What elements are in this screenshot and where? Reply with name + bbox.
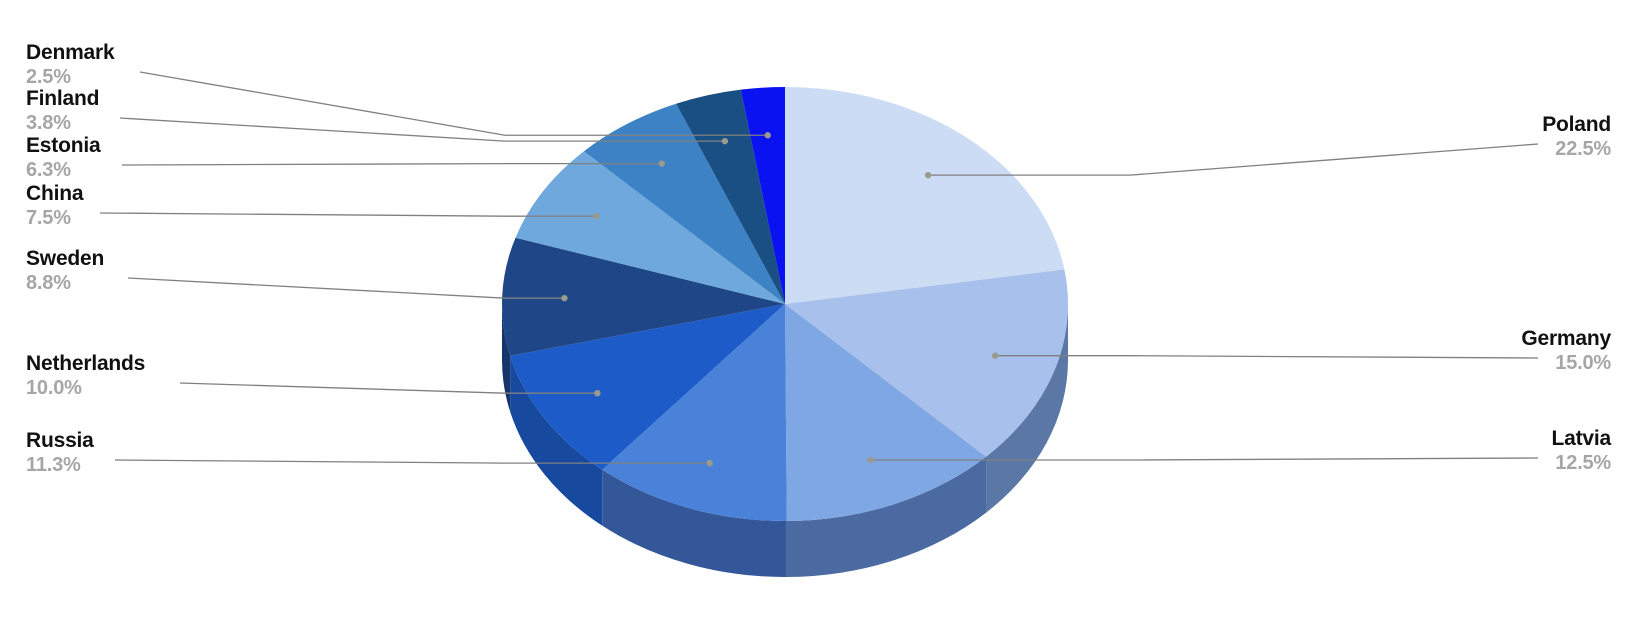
callout-label-russia[interactable]: Russia 11.3% <box>26 430 94 475</box>
pie-side-sweden <box>502 304 511 412</box>
leader-dot-poland <box>924 171 932 179</box>
callout-label-sweden[interactable]: Sweden 8.8% <box>26 248 104 293</box>
callout-name-sweden: Sweden <box>26 247 105 270</box>
leader-line-poland <box>928 143 1539 176</box>
leader-dot-china <box>593 212 600 220</box>
callout-name-poland: Poland <box>1542 113 1611 136</box>
leader-line-russia <box>114 459 710 464</box>
callout-value-finland: 3.8% <box>26 112 71 134</box>
callout-value-denmark: 2.5% <box>26 66 71 88</box>
leader-lines <box>99 71 1539 467</box>
pie-side-latvia <box>786 456 987 577</box>
leader-line-china <box>99 212 597 217</box>
callout-label-latvia[interactable]: Latvia 12.5% <box>1552 428 1612 473</box>
leader-line-sweden <box>127 277 565 299</box>
callout-value-estonia: 6.3% <box>26 159 71 181</box>
leader-dot-russia <box>706 459 713 467</box>
callout-value-latvia: 12.5% <box>1555 452 1611 474</box>
leader-dot-denmark <box>764 132 771 139</box>
leader-line-finland <box>119 117 725 142</box>
pie-slice-denmark[interactable] <box>740 87 785 304</box>
leader-dot-netherlands <box>594 389 601 397</box>
callout-label-germany[interactable]: Germany 15.0% <box>1521 328 1611 373</box>
callout-name-germany: Germany <box>1521 327 1611 350</box>
callout-value-sweden: 8.8% <box>26 272 71 294</box>
pie-side-netherlands <box>510 355 603 526</box>
pie-top-face <box>502 87 1069 521</box>
callout-value-poland: 22.5% <box>1555 138 1611 160</box>
pie-slice-germany[interactable] <box>785 269 1069 457</box>
callout-value-russia: 11.3% <box>26 454 81 476</box>
callout-value-germany: 15.0% <box>1555 352 1611 374</box>
leader-line-netherlands <box>179 382 598 394</box>
callout-value-china: 7.5% <box>26 207 71 229</box>
pie-slice-netherlands[interactable] <box>510 304 785 470</box>
callout-name-latvia: Latvia <box>1551 427 1612 450</box>
callout-name-china: China <box>26 182 84 205</box>
leader-line-estonia <box>121 162 662 166</box>
leader-dot-estonia <box>658 160 665 167</box>
callout-value-netherlands: 10.0% <box>26 377 82 399</box>
callout-label-netherlands[interactable]: Netherlands 10.0% <box>26 353 145 398</box>
callout-label-poland[interactable]: Poland 22.5% <box>1542 114 1611 159</box>
leader-line-denmark <box>139 71 768 136</box>
pie-slice-poland[interactable] <box>785 87 1065 304</box>
pie-slice-china[interactable] <box>515 151 785 304</box>
callout-name-russia: Russia <box>26 429 94 452</box>
pie-slice-estonia[interactable] <box>583 103 785 305</box>
leader-dot-latvia <box>867 456 874 464</box>
leader-dot-sweden <box>561 294 568 302</box>
callout-label-denmark[interactable]: Denmark 2.5% <box>26 41 115 88</box>
pie-slice-sweden[interactable] <box>502 237 785 356</box>
leader-line-germany <box>995 355 1539 359</box>
callout-label-finland[interactable]: Finland 3.8% <box>26 88 99 133</box>
leader-dot-finland <box>721 137 729 145</box>
callout-name-estonia: Estonia <box>26 134 101 157</box>
callout-name-netherlands: Netherlands <box>26 352 146 375</box>
callout-name-finland: Finland <box>26 87 100 110</box>
leader-line-latvia <box>870 457 1539 461</box>
callout-label-estonia[interactable]: Estonia 6.3% <box>26 134 101 181</box>
callout-label-china[interactable]: China 7.5% <box>26 182 84 229</box>
callout-name-denmark: Denmark <box>26 41 115 64</box>
pie-slice-finland[interactable] <box>676 89 785 304</box>
leader-dot-germany <box>991 352 999 359</box>
pie-slice-russia[interactable] <box>602 304 787 521</box>
pie-slice-latvia[interactable] <box>785 304 987 521</box>
pie-side-russia <box>602 469 787 577</box>
